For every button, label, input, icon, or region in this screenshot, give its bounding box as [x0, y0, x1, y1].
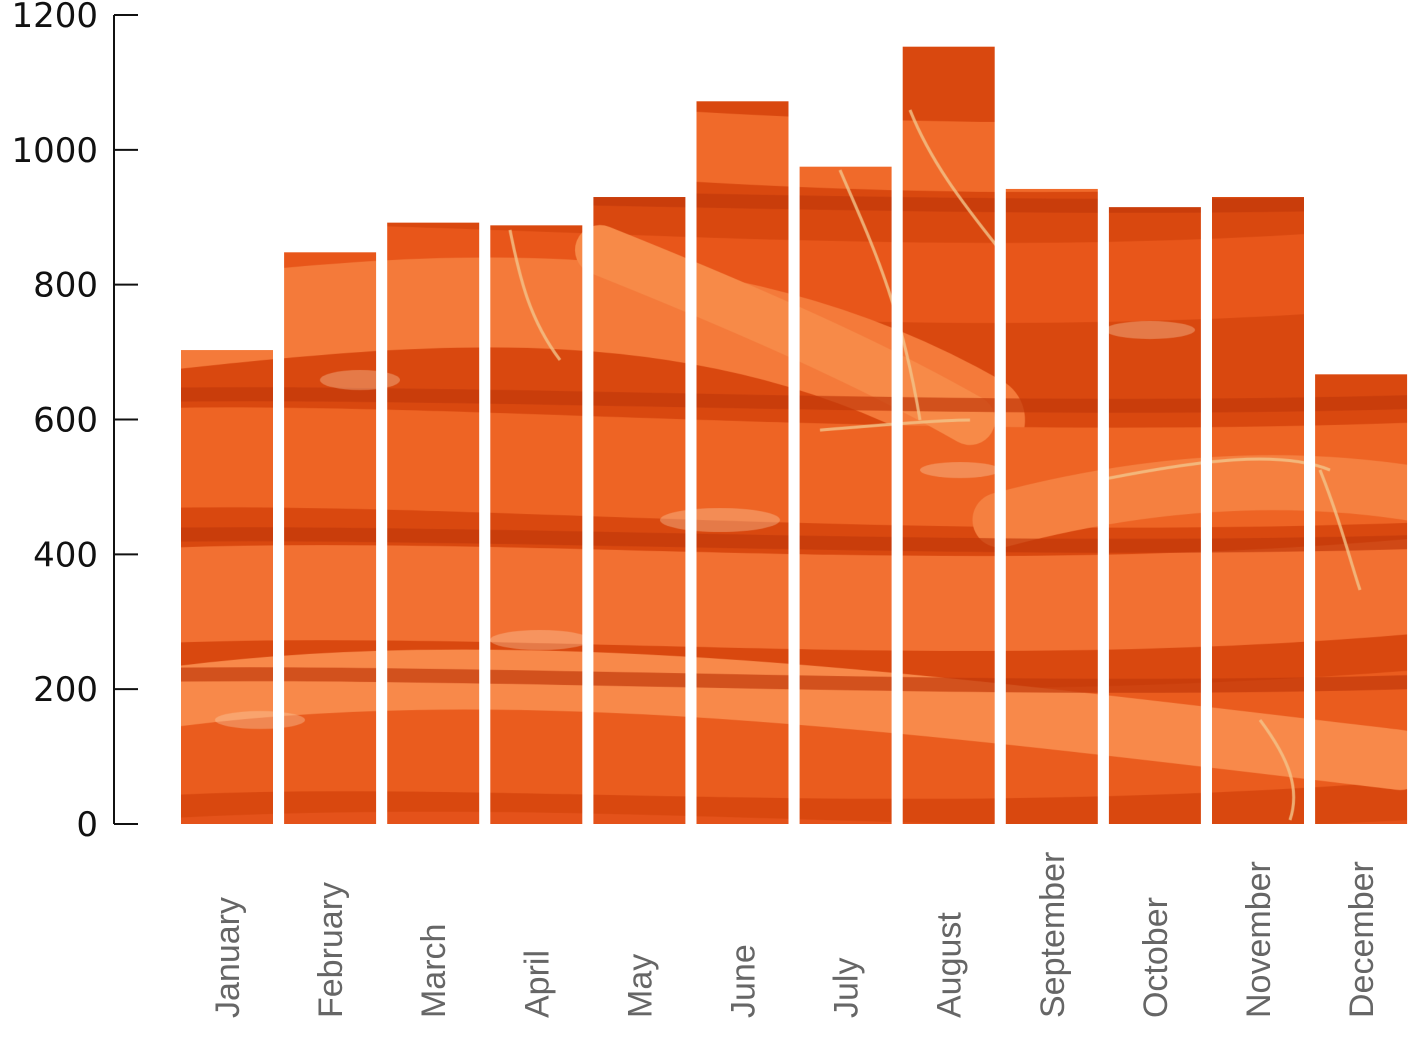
- y-tick-label: 0: [76, 805, 98, 845]
- bar-may: [593, 197, 686, 824]
- y-tick-label: 200: [33, 670, 98, 710]
- y-tick-label: 800: [33, 266, 98, 306]
- x-axis-labels: January February March April May June July Augu…: [209, 852, 1381, 1018]
- bar-march: [387, 222, 480, 825]
- x-category-label: May: [621, 954, 659, 1018]
- x-category-label: November: [1240, 861, 1278, 1018]
- y-tick-label: 1200: [11, 0, 98, 36]
- x-category-label: September: [1034, 852, 1072, 1018]
- bar-october: [1108, 207, 1201, 824]
- bar-august: [902, 46, 995, 824]
- bar-january: [181, 350, 273, 824]
- bar-september: [1005, 188, 1098, 824]
- x-category-label: January: [209, 897, 247, 1018]
- bar-april: [490, 225, 583, 825]
- x-category-label: February: [312, 882, 350, 1018]
- bar-february: [284, 252, 377, 825]
- x-category-label: March: [415, 924, 453, 1018]
- x-category-label: July: [828, 958, 866, 1018]
- x-category-label: June: [725, 944, 763, 1018]
- y-tick-label: 1000: [11, 131, 98, 171]
- bar-june: [696, 101, 789, 824]
- x-category-label: April: [518, 950, 556, 1018]
- y-axis: 0 200 400 600 800 1000 1200: [11, 0, 138, 845]
- y-tick-label: 600: [33, 401, 98, 441]
- bar-november: [1212, 197, 1304, 824]
- bar-december: [1315, 374, 1408, 824]
- y-tick-label: 400: [33, 535, 98, 575]
- x-category-label: December: [1343, 861, 1381, 1018]
- bars: [181, 46, 1408, 825]
- bar-july: [799, 166, 892, 824]
- x-category-label: August: [931, 912, 969, 1018]
- x-category-label: October: [1137, 897, 1175, 1018]
